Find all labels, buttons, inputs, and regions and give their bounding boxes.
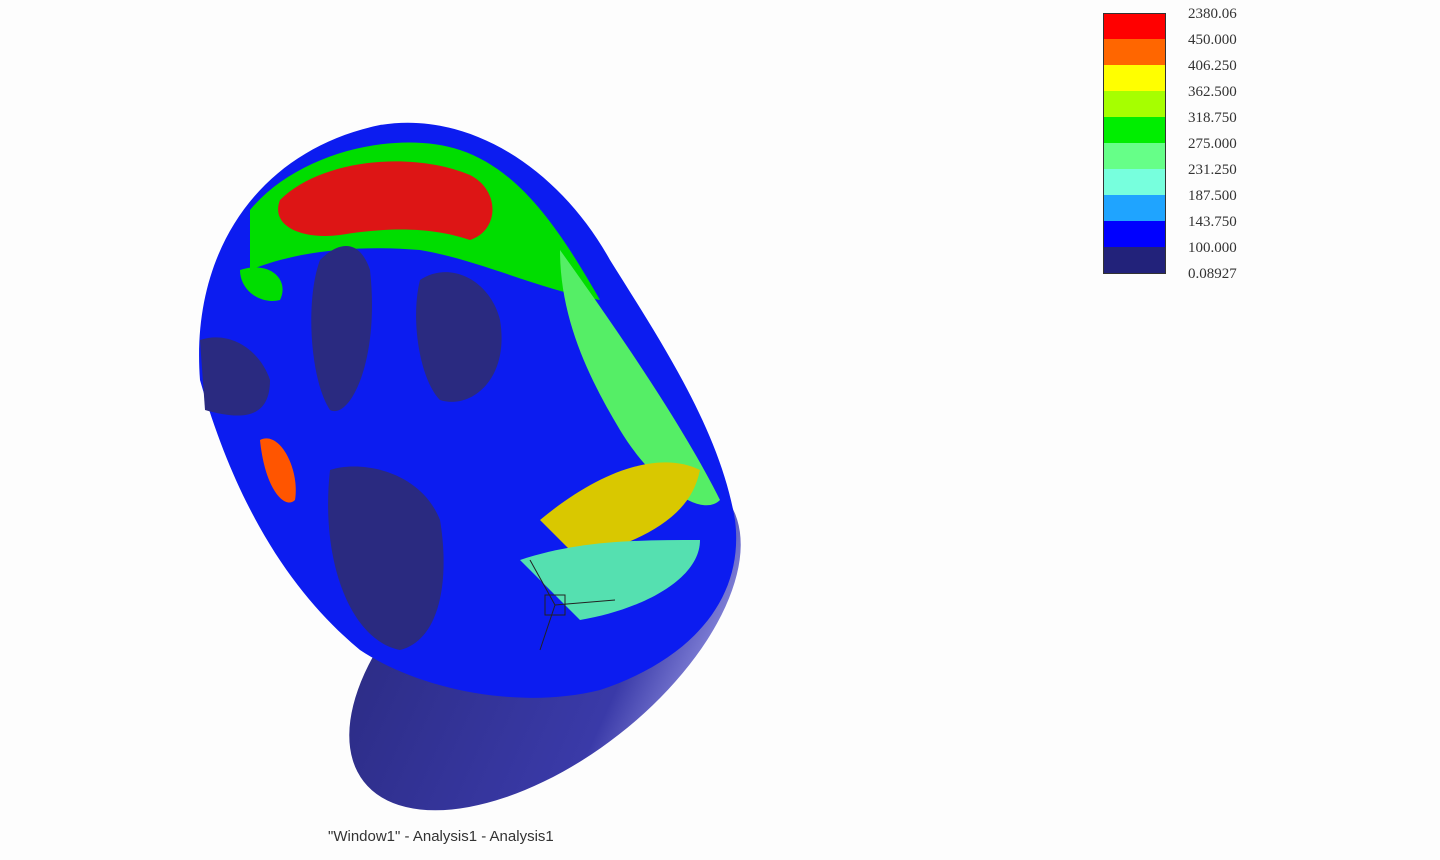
axis-triad-icon bbox=[529, 559, 616, 651]
legend-label: 406.250 bbox=[1188, 58, 1237, 74]
legend-band bbox=[1103, 221, 1166, 247]
stress-model bbox=[199, 122, 741, 811]
legend-label: 450.000 bbox=[1188, 32, 1237, 48]
legend-label: 362.500 bbox=[1188, 84, 1237, 100]
legend-label: 100.000 bbox=[1188, 240, 1237, 256]
legend-band bbox=[1103, 143, 1166, 169]
legend-band bbox=[1103, 195, 1166, 221]
legend-label: 0.08927 bbox=[1188, 266, 1237, 282]
legend-label: 2380.06 bbox=[1188, 6, 1237, 22]
legend-band bbox=[1103, 65, 1166, 91]
legend-label: 275.000 bbox=[1188, 136, 1237, 152]
legend-band bbox=[1103, 117, 1166, 143]
legend-label: 231.250 bbox=[1188, 162, 1237, 178]
legend-band bbox=[1103, 91, 1166, 117]
legend-band bbox=[1103, 247, 1166, 273]
viewport-caption: "Window1" - Analysis1 - Analysis1 bbox=[328, 828, 554, 845]
legend-band bbox=[1103, 13, 1166, 39]
legend-band bbox=[1103, 169, 1166, 195]
legend-label: 318.750 bbox=[1188, 110, 1237, 126]
legend-label: 187.500 bbox=[1188, 188, 1237, 204]
legend-label: 143.750 bbox=[1188, 214, 1237, 230]
legend-band bbox=[1103, 39, 1166, 65]
